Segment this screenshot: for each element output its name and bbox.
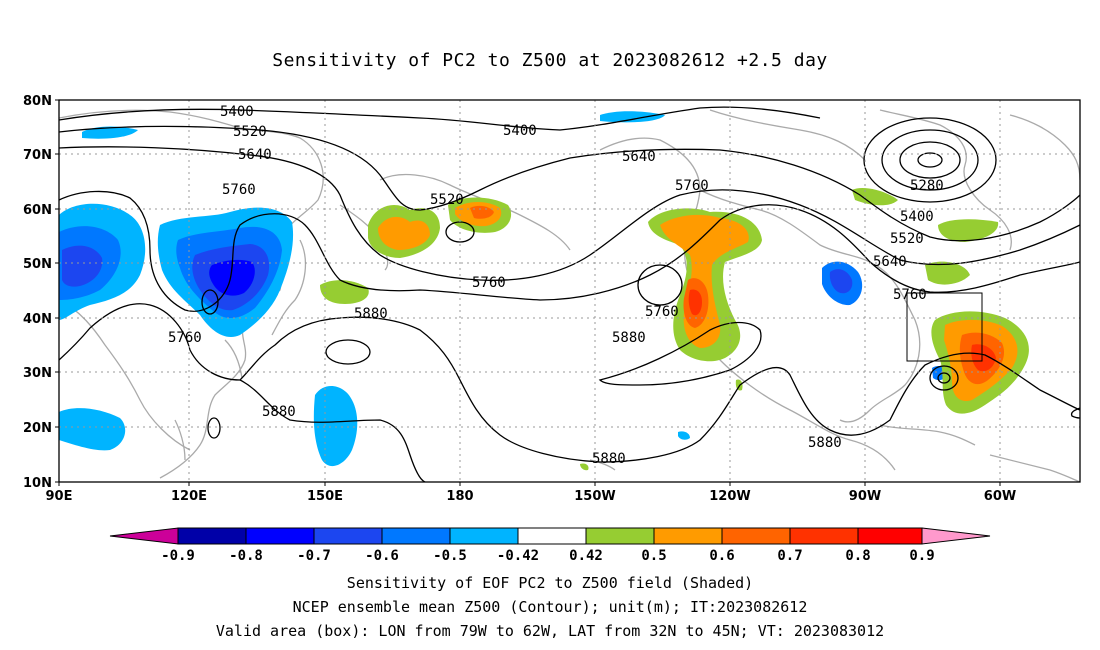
colorbar-label: 0.9 — [909, 548, 934, 564]
contour-label: 5760 — [222, 182, 256, 198]
lat-label: 70N — [23, 148, 52, 163]
contour-label: 5880 — [262, 404, 296, 420]
contour-label: 5760 — [645, 304, 679, 320]
colorbar-label: 0.42 — [569, 548, 603, 564]
contour-label: 5520 — [890, 231, 924, 247]
contour-label: 5520 — [233, 124, 267, 140]
colorbar-label: 0.5 — [641, 548, 666, 564]
lat-label: 10N — [23, 476, 52, 491]
lon-label: 90W — [849, 489, 881, 504]
contour-label: 5640 — [622, 149, 656, 165]
caption-valid-area: Valid area (box): LON from 79W to 62W, L… — [215, 622, 885, 640]
lon-label: 60W — [984, 489, 1016, 504]
valid-area-box — [906, 292, 983, 362]
caption-contour: NCEP ensemble mean Z500 (Contour); unit(… — [292, 598, 808, 616]
lat-label: 50N — [23, 257, 52, 272]
contour-label: 5280 — [910, 178, 944, 194]
lon-label: 150W — [574, 489, 615, 504]
contour-label: 5880 — [612, 330, 646, 346]
caption-shading: Sensitivity of EOF PC2 to Z500 field (Sh… — [346, 574, 754, 592]
contour-label: 5400 — [220, 104, 254, 120]
lat-label: 20N — [23, 421, 52, 436]
contour-label: 5400 — [900, 209, 934, 225]
longitude-labels: 90E 120E 150E 180 150W 120W 90W 60W — [46, 489, 1017, 504]
colorbar-cell — [585, 527, 655, 545]
colorbar-cell — [381, 527, 451, 545]
colorbar-cell — [177, 527, 247, 545]
colorbar-cell — [245, 527, 315, 545]
contour-label: 5640 — [238, 147, 272, 163]
colorbar-label: -0.9 — [161, 548, 195, 564]
colorbar-cell — [721, 527, 791, 545]
colorbar-cell — [313, 527, 383, 545]
contour-label: 5760 — [472, 275, 506, 291]
contour-label: 5760 — [893, 287, 927, 303]
colorbar-label: 0.6 — [709, 548, 734, 564]
colorbar-cell — [517, 527, 587, 545]
contour-label: 5760 — [675, 178, 709, 194]
lat-label: 30N — [23, 366, 52, 381]
colorbar-low-triangle — [109, 527, 179, 545]
colorbar-label: -0.7 — [297, 548, 331, 564]
lat-label: 40N — [23, 312, 52, 327]
lon-label: 180 — [446, 489, 473, 504]
colorbar: -0.9 -0.8 -0.7 -0.6 -0.5 -0.42 0.42 0.5 … — [109, 527, 991, 564]
axis-ticks — [55, 99, 1001, 486]
colorbar-label: 0.8 — [845, 548, 870, 564]
z500-contours — [59, 106, 1080, 482]
colorbar-label: -0.8 — [229, 548, 263, 564]
lat-label: 80N — [23, 94, 52, 109]
map-frame — [58, 99, 1081, 483]
colorbar-cell — [789, 527, 859, 545]
contour-labels: 5400 5520 5640 5760 5400 5520 5760 5280 … — [168, 104, 944, 467]
lon-label: 120W — [709, 489, 750, 504]
contour-label: 5400 — [503, 123, 537, 139]
colorbar-label: 0.7 — [777, 548, 802, 564]
colorbar-high-triangle — [921, 527, 991, 545]
colorbar-cell — [857, 527, 923, 545]
colorbar-cell — [653, 527, 723, 545]
colorbar-label: -0.6 — [365, 548, 399, 564]
contour-label: 5880 — [354, 306, 388, 322]
lon-label: 150E — [307, 489, 343, 504]
contour-label: 5880 — [808, 435, 842, 451]
lat-label: 60N — [23, 203, 52, 218]
gridlines — [59, 100, 1080, 482]
lon-label: 120E — [171, 489, 207, 504]
contour-label: 5520 — [430, 192, 464, 208]
colorbar-label: -0.5 — [433, 548, 467, 564]
contour-label: 5760 — [168, 330, 202, 346]
colorbar-label: -0.42 — [497, 548, 539, 564]
latitude-labels: 80N 70N 60N 50N 40N 30N 20N 10N — [23, 94, 52, 491]
contour-label: 5880 — [592, 451, 626, 467]
contour-label: 5640 — [873, 254, 907, 270]
map-title: Sensitivity of PC2 to Z500 at 2023082612… — [272, 50, 828, 71]
colorbar-cell — [449, 527, 519, 545]
lon-label: 90E — [46, 489, 73, 504]
positive-sensitivity-shading — [320, 188, 1029, 471]
